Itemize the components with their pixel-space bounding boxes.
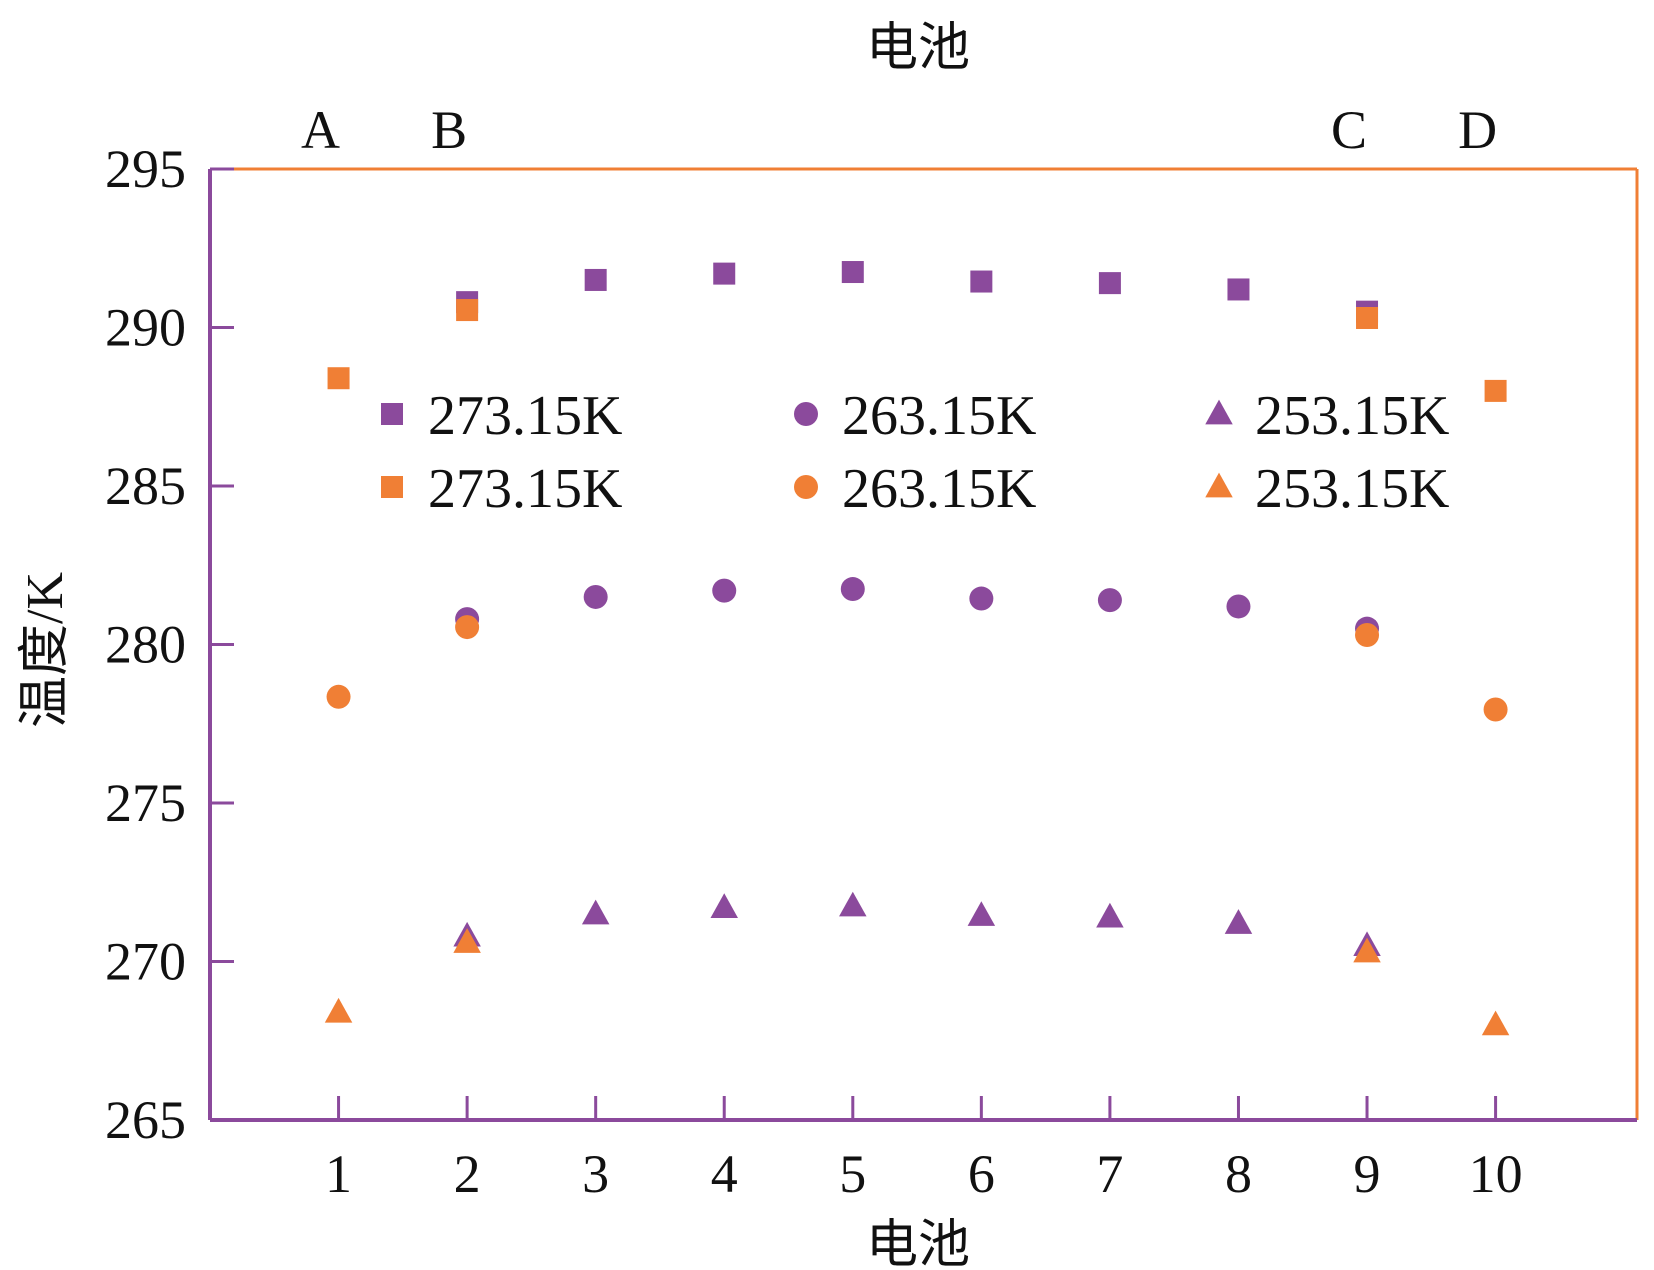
- legend-marker: [794, 402, 818, 426]
- plot-frame: [208, 167, 1639, 1122]
- data-point: [1097, 588, 1122, 613]
- y-tick-label: 285: [105, 456, 186, 516]
- data-point: [455, 615, 480, 640]
- x-tick-label: 3: [582, 1144, 609, 1204]
- x-axis-ticks: 1 2 3 4 5 6 7 8 9 10: [325, 1096, 1523, 1204]
- top-tick-label: A: [301, 100, 340, 160]
- y-axis-label: 温度/K: [17, 572, 74, 728]
- series-2: [453, 891, 1381, 957]
- y-tick-label: 295: [105, 139, 186, 199]
- data-point: [1355, 622, 1380, 647]
- y-tick-label: 265: [105, 1090, 186, 1150]
- legend-label: 273.15K: [428, 385, 622, 447]
- y-tick-label: 290: [105, 298, 186, 358]
- data-point: [453, 928, 481, 953]
- series-0: [456, 261, 1379, 323]
- data-point: [581, 899, 610, 925]
- legend-marker: [381, 476, 403, 498]
- x-tick-label: 8: [1225, 1144, 1252, 1204]
- data-point: [327, 367, 350, 390]
- top-axis-label: 电池: [866, 20, 970, 77]
- data-point: [1224, 909, 1253, 934]
- top-tick-label: C: [1331, 100, 1367, 160]
- data-point: [839, 891, 867, 917]
- data-point: [1481, 1010, 1510, 1036]
- data-point: [1226, 594, 1251, 619]
- data-point: [1096, 902, 1124, 928]
- legend-label: 273.15K: [428, 458, 622, 520]
- data-point: [456, 299, 479, 322]
- data-point: [710, 893, 738, 919]
- series-1: [455, 577, 1380, 641]
- legend-marker: [1205, 472, 1233, 498]
- data-point: [1484, 379, 1507, 402]
- data-point: [969, 586, 994, 611]
- series-5: [324, 928, 1510, 1036]
- data-point: [1227, 278, 1250, 301]
- legend-marker: [794, 475, 818, 499]
- data-point: [326, 684, 351, 709]
- x-tick-label: 7: [1096, 1144, 1123, 1204]
- legend-marker: [1205, 399, 1233, 425]
- legend-label: 253.15K: [1255, 458, 1449, 520]
- data-point: [970, 270, 993, 293]
- legend-label: 263.15K: [842, 385, 1036, 447]
- data-point: [841, 261, 864, 284]
- data-point: [1353, 937, 1381, 963]
- y-tick-label: 270: [105, 932, 186, 992]
- legend: 273.15K 263.15K 253.15K 273.15K 263.15K 253.1…: [381, 385, 1449, 520]
- data-point: [1098, 272, 1121, 295]
- legend-label: 253.15K: [1255, 385, 1449, 447]
- data-point: [584, 268, 607, 291]
- data-point: [583, 584, 608, 609]
- y-tick-label: 280: [105, 615, 186, 675]
- data-point: [1483, 697, 1508, 722]
- data-point: [967, 901, 996, 926]
- data-point: [324, 997, 353, 1023]
- series-3: [327, 299, 1507, 402]
- y-axis-ticks: 265 270 275 280 285 290 295: [105, 139, 234, 1150]
- x-tick-label: 6: [968, 1144, 995, 1204]
- data-point: [1356, 306, 1379, 329]
- x-axis-label: 电池: [866, 1217, 970, 1270]
- x-tick-label: 2: [454, 1144, 481, 1204]
- data-point: [712, 578, 737, 603]
- series-4: [326, 615, 1508, 722]
- x-tick-label: 10: [1469, 1144, 1523, 1204]
- legend-marker: [381, 403, 403, 425]
- x-tick-label: 4: [711, 1144, 738, 1204]
- data-points: [324, 261, 1510, 1036]
- top-tick-label: D: [1458, 100, 1497, 160]
- x-tick-label: 5: [839, 1144, 866, 1204]
- top-axis-labels: A B C D: [301, 100, 1497, 160]
- x-tick-label: 1: [325, 1144, 352, 1204]
- data-point: [713, 262, 736, 285]
- data-point: [840, 577, 865, 602]
- top-tick-label: B: [431, 100, 467, 160]
- y-tick-label: 275: [105, 773, 186, 833]
- legend-label: 263.15K: [842, 458, 1036, 520]
- x-tick-label: 9: [1354, 1144, 1381, 1204]
